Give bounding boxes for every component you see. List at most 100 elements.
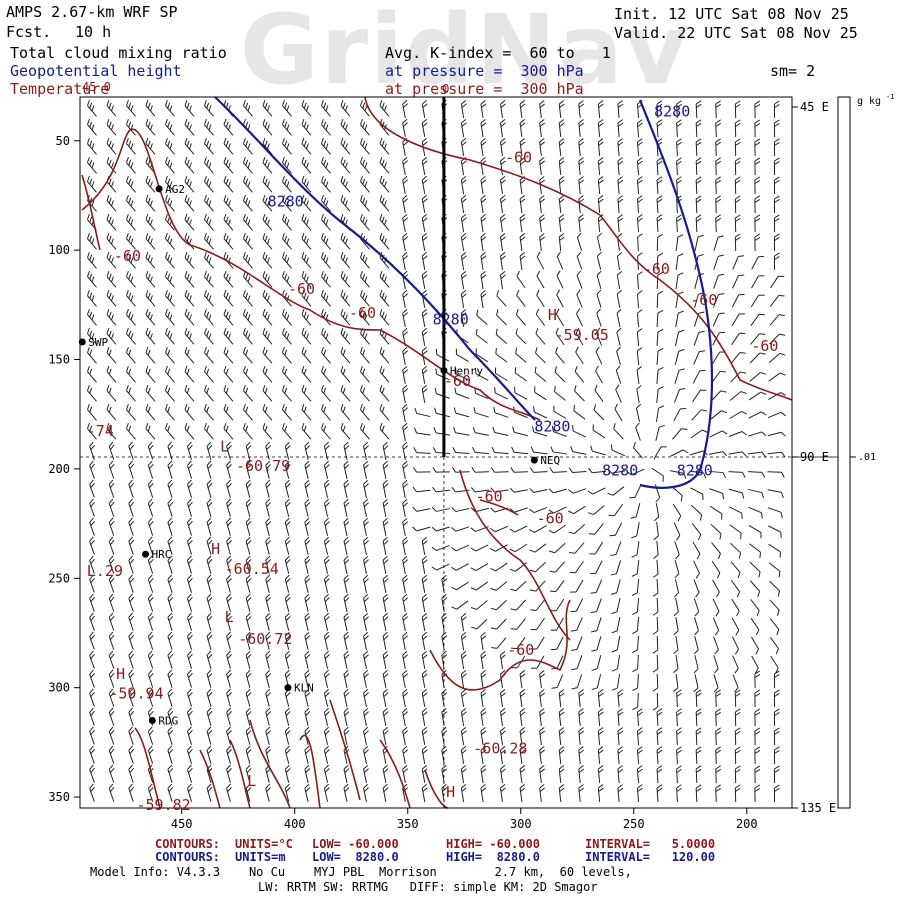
wind-barb: [360, 365, 370, 383]
wind-barb: [578, 746, 585, 765]
wind-barb: [578, 708, 585, 727]
wind-barb: [656, 367, 664, 385]
wind-barb: [768, 543, 781, 558]
wind-barb: [402, 422, 409, 441]
wind-barb: [676, 784, 682, 803]
wind-barb: [282, 213, 292, 231]
wind-barb: [184, 270, 195, 288]
wind-barb: [460, 669, 467, 688]
wind-barb: [734, 765, 741, 784]
forecast-value: 10 h: [75, 23, 112, 41]
wind-barb: [402, 194, 409, 213]
wind-barb: [147, 593, 154, 612]
wind-barb: [265, 783, 272, 802]
wind-barb: [558, 176, 565, 195]
wind-barb: [360, 289, 370, 307]
wind-barb: [323, 631, 330, 650]
wind-barb: [402, 175, 409, 194]
wind-barb: [243, 422, 253, 440]
wind-barb: [206, 631, 213, 650]
wind-barb: [204, 422, 214, 440]
wind-barb: [500, 727, 506, 745]
wind-barb: [363, 631, 369, 650]
wind-barb: [89, 555, 95, 574]
wind-barb: [421, 384, 428, 403]
wind-barb: [245, 688, 252, 707]
wind-barb: [617, 784, 624, 803]
wind-barb: [773, 670, 780, 689]
wind-barb: [460, 308, 467, 327]
wind-barb: [245, 479, 252, 498]
wind-barb: [460, 612, 467, 631]
wind-barb: [578, 784, 585, 803]
wind-barb: [165, 194, 175, 212]
wind-barb: [569, 560, 584, 574]
wind-barb: [186, 745, 193, 764]
wind-barb: [652, 673, 659, 692]
wind-barb: [284, 612, 291, 631]
wind-barb: [343, 536, 350, 555]
wind-barb: [451, 467, 470, 473]
wind-barb: [748, 431, 767, 437]
wind-barb: [568, 467, 587, 474]
station-marker: [78, 338, 86, 346]
wind-barb: [636, 727, 643, 746]
wind-barb: [343, 460, 350, 479]
wind-barb: [223, 327, 234, 345]
wind-barb: [574, 365, 585, 383]
wind-barb: [480, 631, 487, 650]
wind-barb: [773, 138, 780, 157]
temperature-label: -60: [349, 304, 376, 322]
wind-barb: [323, 574, 330, 593]
wind-barb: [432, 466, 451, 473]
wind-barb: [323, 726, 330, 745]
wind-barb: [106, 384, 117, 402]
wind-barb: [206, 555, 213, 574]
wind-barb: [654, 503, 660, 522]
wind-barb: [167, 555, 174, 574]
wind-barb: [145, 422, 156, 440]
wind-barb: [204, 403, 214, 421]
wind-barb: [591, 655, 602, 671]
plot-axes: 450 400 350 300 250 200 50 100 150 200 250 300 350 0 4…: [48, 80, 836, 831]
wind-barb: [617, 765, 624, 784]
wind-barb: [360, 213, 370, 231]
wind-barb: [402, 118, 409, 137]
wind-barb: [206, 498, 213, 517]
wind-barb: [490, 562, 508, 572]
wind-barb: [490, 599, 507, 611]
wind-barb: [519, 233, 526, 252]
wind-barb: [243, 270, 253, 288]
wind-barb: [632, 635, 639, 654]
wind-barb: [363, 460, 369, 479]
wind-barb: [382, 783, 389, 802]
wind-barb: [632, 692, 639, 711]
wind-barb: [728, 488, 745, 499]
wind-barb: [402, 707, 409, 726]
wind-barb: [321, 270, 331, 288]
wind-barb: [343, 783, 350, 802]
wind-barb: [226, 707, 232, 726]
wind-barb: [676, 746, 682, 765]
wind-barb: [184, 99, 195, 117]
wind-barb: [535, 308, 546, 326]
wind-barb: [470, 562, 489, 572]
wind-barb: [490, 487, 509, 493]
wind-barb: [402, 593, 409, 612]
wind-barb: [108, 764, 115, 783]
wind-barb: [453, 427, 470, 436]
wind-barb: [539, 746, 545, 765]
wind-barb: [284, 517, 291, 536]
wind-barb: [636, 765, 643, 784]
wind-barb: [128, 726, 135, 745]
wind-barb: [126, 137, 136, 155]
wind-barb: [128, 574, 135, 593]
temperature-label: L: [225, 608, 234, 626]
wind-barb: [282, 137, 292, 155]
wind-barb: [223, 175, 234, 193]
wind-barb: [515, 309, 526, 326]
wind-barb: [578, 119, 585, 138]
wind-barb: [441, 612, 448, 631]
temp-contour-units: UNITS=°C: [235, 837, 293, 851]
wind-barb: [596, 232, 603, 251]
